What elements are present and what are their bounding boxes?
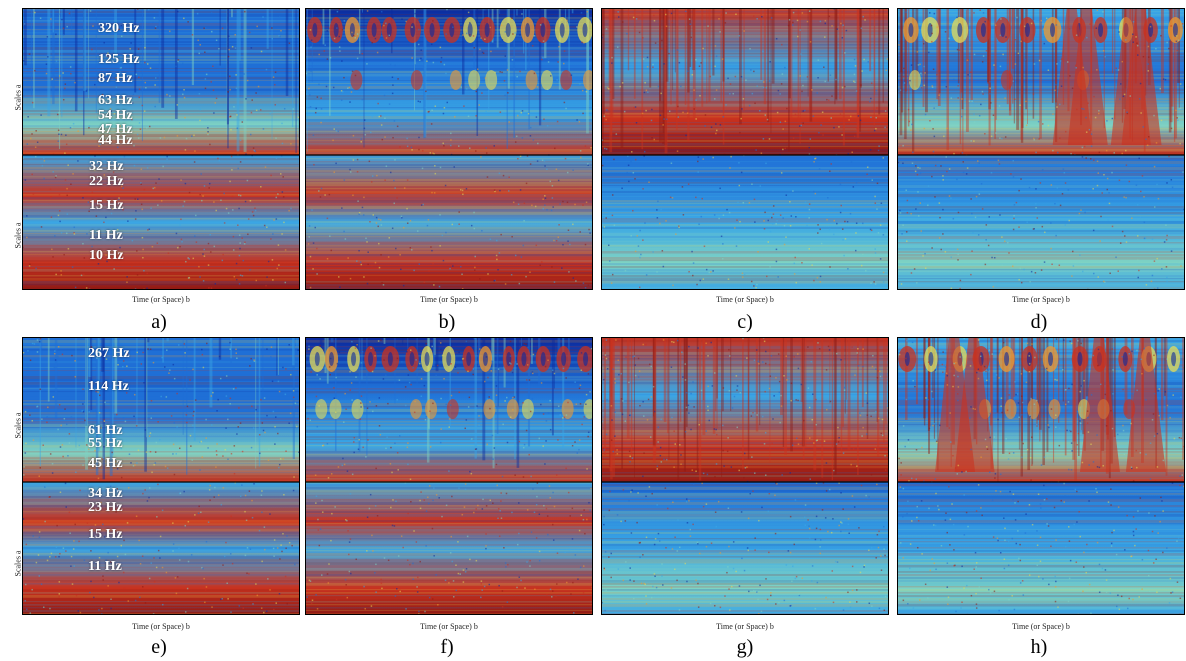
caption-g: g) (736, 636, 754, 658)
freq-label-a-2: 87 Hz (98, 71, 133, 86)
freq-label-a-11: 10 Hz (89, 248, 124, 263)
freq-label-a-0: 320 Hz (98, 21, 140, 36)
freq-label-a-8: 22 Hz (89, 174, 124, 189)
panel-a (22, 8, 300, 290)
caption-e: e) (151, 636, 167, 658)
xlabel-e: Time (or Space) b (132, 622, 190, 631)
panel-g (601, 337, 889, 615)
scalogram-b (305, 8, 593, 290)
freq-label-e-4: 45 Hz (88, 456, 123, 471)
freq-label-a-9: 15 Hz (89, 198, 124, 213)
freq-label-a-7: 32 Hz (89, 159, 124, 174)
caption-f: f) (440, 636, 454, 658)
freq-label-e-1: 114 Hz (88, 379, 129, 394)
freq-label-e-0: 267 Hz (88, 346, 130, 361)
panel-c (601, 8, 889, 290)
panel-b (305, 8, 593, 290)
panel-f (305, 337, 593, 615)
xlabel-g: Time (or Space) b (716, 622, 774, 631)
xlabel-d: Time (or Space) b (1012, 295, 1070, 304)
xlabel-b: Time (or Space) b (420, 295, 478, 304)
xlabel-h: Time (or Space) b (1012, 622, 1070, 631)
freq-label-a-4: 54 Hz (98, 108, 133, 123)
scalogram-e (22, 337, 300, 615)
xlabel-f: Time (or Space) b (420, 622, 478, 631)
freq-label-a-3: 63 Hz (98, 93, 133, 108)
scalogram-c (601, 8, 889, 290)
caption-a: a) (151, 311, 167, 333)
freq-label-e-3: 55 Hz (88, 436, 123, 451)
freq-label-e-8: 11 Hz (88, 559, 122, 574)
scalogram-f (305, 337, 593, 615)
freq-label-e-6: 23 Hz (88, 500, 123, 515)
freq-label-a-6: 44 Hz (98, 133, 133, 148)
panel-h (897, 337, 1185, 615)
ylabel-a-top: Scales a (13, 84, 23, 111)
ylabel-e-bottom: Scales a (13, 550, 23, 577)
caption-b: b) (438, 311, 456, 333)
panel-d (897, 8, 1185, 290)
caption-h: h) (1030, 636, 1048, 658)
freq-label-e-5: 34 Hz (88, 486, 123, 501)
xlabel-a: Time (or Space) b (132, 295, 190, 304)
xlabel-c: Time (or Space) b (716, 295, 774, 304)
panel-e (22, 337, 300, 615)
scalogram-d (897, 8, 1185, 290)
freq-label-a-1: 125 Hz (98, 52, 140, 67)
scalogram-h (897, 337, 1185, 615)
scalogram-g (601, 337, 889, 615)
scalogram-a (22, 8, 300, 290)
freq-label-a-10: 11 Hz (89, 228, 123, 243)
freq-label-a-5: 47 Hz (98, 122, 133, 137)
caption-c: c) (737, 311, 753, 333)
caption-d: d) (1030, 311, 1048, 333)
ylabel-e-top: Scales a (13, 412, 23, 439)
freq-label-e-7: 15 Hz (88, 527, 123, 542)
ylabel-a-bottom: Scales a (13, 222, 23, 249)
freq-label-e-2: 61 Hz (88, 423, 123, 438)
